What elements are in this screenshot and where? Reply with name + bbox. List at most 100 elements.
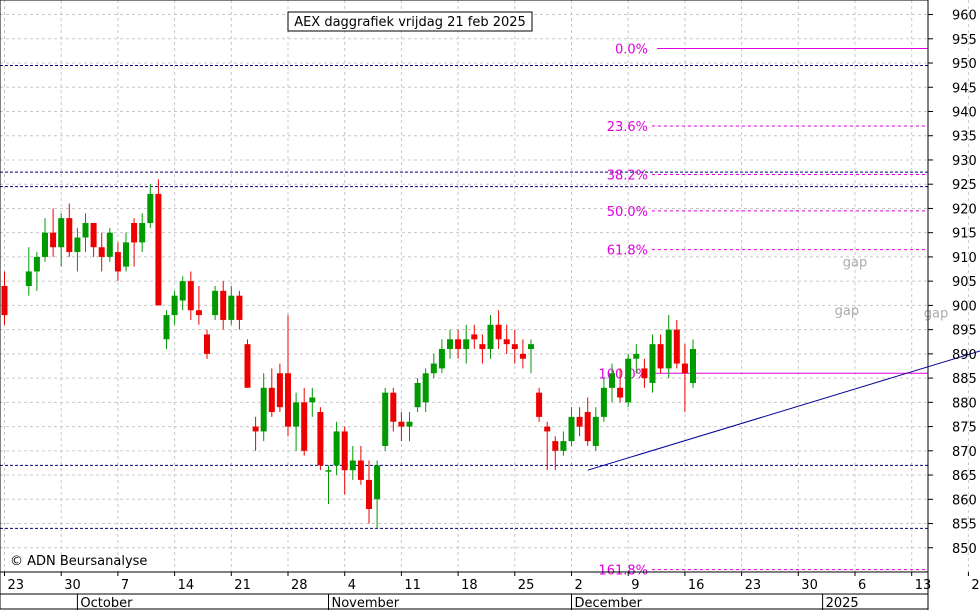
month-label-2: December <box>575 596 643 610</box>
candle-9 <box>90 222 97 257</box>
candle-21 <box>187 271 194 320</box>
candle-63 <box>528 339 534 374</box>
candle-20 <box>179 276 186 311</box>
x-tick-label-98: 30 <box>801 578 818 593</box>
candle-body-49 <box>414 382 421 408</box>
candle-80 <box>665 315 672 379</box>
candle-8 <box>82 213 89 253</box>
candle-29 <box>252 416 259 451</box>
y-tick-label-960: 960 <box>952 9 977 24</box>
x-tick-label-21: 14 <box>178 578 195 593</box>
y-tick-label-935: 935 <box>952 130 977 145</box>
candle-body-36 <box>309 397 316 403</box>
candle-body-51 <box>430 363 437 374</box>
fib-label-0: 0.0% <box>615 42 648 57</box>
candle-62 <box>519 339 526 369</box>
fib-label-4: 61.8% <box>607 244 648 259</box>
y-tick-label-875: 875 <box>952 421 977 436</box>
candle-83 <box>690 339 696 388</box>
candle-70 <box>584 397 591 446</box>
candle-50 <box>422 368 429 413</box>
x-tick-label-119: 20 <box>971 578 980 593</box>
candle-body-15 <box>139 222 146 243</box>
candle-body-23 <box>204 334 210 354</box>
annotation-3: gap <box>924 307 948 322</box>
y-tick-label-920: 920 <box>952 202 977 217</box>
annotation-2: gap <box>835 304 859 319</box>
candle-body-24 <box>212 290 219 316</box>
candle-25 <box>220 281 227 330</box>
candle-76 <box>633 344 640 374</box>
candle-58 <box>487 315 494 359</box>
candle-27 <box>236 290 243 330</box>
candle-12 <box>114 242 121 282</box>
candle-body-76 <box>633 353 640 359</box>
candle-body-50 <box>422 373 429 403</box>
candle-48 <box>406 412 413 442</box>
candle-49 <box>414 378 421 413</box>
candle-39 <box>333 421 340 476</box>
candle-body-28 <box>244 344 251 388</box>
y-tick-label-860: 860 <box>952 493 977 508</box>
x-tick-label-112: 13 <box>915 578 932 593</box>
candle-45 <box>382 387 389 451</box>
candle-body-47 <box>398 421 405 427</box>
y-tick-label-945: 945 <box>952 81 977 96</box>
x-tick-label-63: 25 <box>518 578 535 593</box>
candle-65 <box>544 421 551 471</box>
y-tick-label-925: 925 <box>952 178 977 193</box>
candle-17 <box>155 179 162 306</box>
candle-body-2 <box>33 256 40 272</box>
candle-7 <box>74 227 81 272</box>
candle-78 <box>649 334 656 393</box>
candle-body-52 <box>438 349 445 369</box>
fib-label-3: 50.0% <box>607 205 648 220</box>
candle-body-55 <box>463 339 470 350</box>
candle-body-31 <box>268 387 275 413</box>
candle-15 <box>139 213 146 253</box>
y-tick-label-890: 890 <box>952 348 977 363</box>
candle-body-83 <box>690 349 696 383</box>
x-tick-label-7: 30 <box>64 578 81 593</box>
candle-56 <box>471 324 478 350</box>
candle-body-11 <box>106 232 113 257</box>
y-tick-label-900: 900 <box>952 299 977 314</box>
y-tick-label-880: 880 <box>952 396 977 411</box>
candle-body-71 <box>592 416 599 446</box>
candle-77 <box>641 358 648 388</box>
candle-body-35 <box>301 402 308 451</box>
title-frame <box>287 11 533 32</box>
candle-35 <box>301 387 308 456</box>
candle-6 <box>66 203 73 257</box>
candle-body-72 <box>600 387 607 417</box>
candle-73 <box>609 363 615 403</box>
candle-68 <box>568 407 575 446</box>
candle-body-70 <box>584 412 591 442</box>
candle-71 <box>592 407 599 451</box>
x-tick-label-49: 11 <box>404 578 421 593</box>
fib-label-5: 100.0% <box>598 367 648 382</box>
candle-body-56 <box>471 334 478 340</box>
trendline-0 <box>587 350 980 471</box>
candle-body-57 <box>479 344 486 350</box>
candle-38 <box>325 465 332 505</box>
candle-47 <box>398 412 405 442</box>
annotation-1: gap <box>843 256 867 271</box>
candle-body-46 <box>390 392 397 422</box>
candle-body-20 <box>179 281 186 301</box>
candle-33 <box>285 315 291 437</box>
candle-body-79 <box>657 344 664 369</box>
candle-32 <box>276 363 283 413</box>
y-tick-label-870: 870 <box>952 445 977 460</box>
candle-18 <box>163 310 170 350</box>
candle-body-3 <box>42 232 48 257</box>
candle-body-12 <box>114 252 121 272</box>
candle-body-37 <box>317 412 324 466</box>
month-label-0: October <box>80 596 133 610</box>
candle-body-61 <box>511 344 518 350</box>
y-tick-label-885: 885 <box>952 372 977 387</box>
copyright-text: © ADN Beursanalyse <box>10 554 147 569</box>
candle-body-77 <box>641 368 648 379</box>
candle-28 <box>244 339 251 388</box>
